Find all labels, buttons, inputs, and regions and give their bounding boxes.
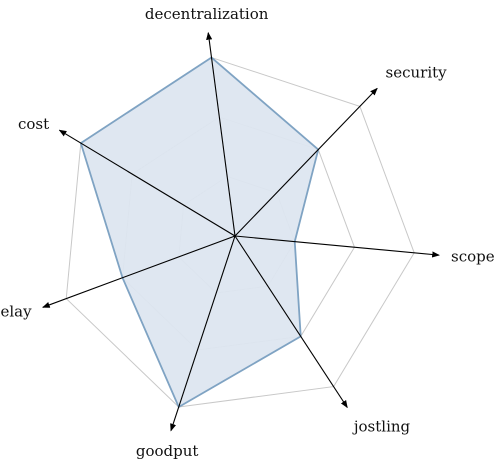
axis-label-decentralization: decentralization	[145, 5, 269, 23]
axis-label-cost: cost	[18, 115, 49, 133]
radar-axis-labels: decentralization security scope jostling goo…	[0, 5, 495, 460]
radar-series	[79, 56, 320, 409]
axis-label-jostling: jostling	[352, 418, 411, 436]
axis-security	[234, 87, 378, 237]
radar-axes	[42, 31, 440, 432]
axis-goodput	[170, 235, 236, 432]
axis-label-delay: delay	[0, 302, 32, 320]
axis-decentralization	[206, 31, 236, 237]
grid-ring-3	[65, 56, 415, 408]
series-area-0	[79, 56, 320, 409]
axis-delay	[42, 235, 236, 308]
axis-jostling	[234, 235, 348, 409]
axis-label-scope: scope	[451, 247, 495, 265]
axis-label-security: security	[386, 64, 448, 82]
axis-scope	[234, 235, 440, 258]
axis-cost	[58, 129, 236, 237]
axis-label-goodput: goodput	[136, 442, 199, 460]
